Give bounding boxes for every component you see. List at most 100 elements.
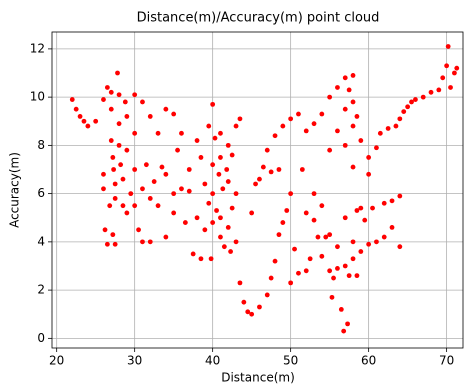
point xyxy=(454,65,460,71)
y-tick-label: 12 xyxy=(30,41,45,55)
point xyxy=(233,239,239,245)
point xyxy=(132,167,138,172)
point xyxy=(171,191,177,197)
point xyxy=(202,227,208,233)
point xyxy=(151,179,157,184)
point xyxy=(413,97,418,102)
point xyxy=(354,208,360,213)
point xyxy=(329,294,335,300)
point xyxy=(350,123,356,129)
point xyxy=(104,241,110,247)
point xyxy=(346,87,352,93)
point xyxy=(342,106,348,112)
point xyxy=(233,123,239,129)
point xyxy=(335,128,340,134)
point xyxy=(124,147,130,153)
point xyxy=(245,309,251,315)
point xyxy=(221,244,227,250)
point xyxy=(350,239,356,245)
point xyxy=(116,142,122,148)
point xyxy=(120,176,126,182)
point xyxy=(112,196,118,201)
point xyxy=(171,210,177,216)
point xyxy=(224,167,230,172)
x-tick-label: 70 xyxy=(439,354,454,368)
point xyxy=(112,181,118,187)
point xyxy=(335,244,340,250)
point xyxy=(268,169,274,175)
point xyxy=(214,208,219,213)
point xyxy=(280,123,286,129)
point xyxy=(303,210,309,216)
point xyxy=(206,123,212,129)
point xyxy=(115,70,120,76)
point xyxy=(225,142,231,148)
point xyxy=(445,44,451,49)
point xyxy=(229,205,235,211)
point xyxy=(350,256,356,262)
point xyxy=(218,234,223,240)
point xyxy=(249,210,255,216)
point xyxy=(140,99,145,105)
point xyxy=(202,181,208,187)
point xyxy=(338,307,344,312)
point xyxy=(124,210,130,216)
point xyxy=(140,186,145,192)
point xyxy=(346,273,352,279)
point xyxy=(311,121,317,127)
point xyxy=(448,85,453,90)
point xyxy=(264,292,270,298)
point xyxy=(190,251,196,257)
point xyxy=(225,179,231,184)
point xyxy=(229,152,235,158)
point xyxy=(147,196,153,201)
point xyxy=(147,239,153,245)
point xyxy=(101,171,106,177)
point xyxy=(210,162,216,168)
point xyxy=(366,171,372,177)
point xyxy=(171,111,177,117)
point xyxy=(362,217,368,223)
point xyxy=(444,63,450,69)
point xyxy=(358,205,364,211)
point xyxy=(268,275,274,281)
x-tick-label: 60 xyxy=(361,354,376,368)
point xyxy=(401,109,407,115)
point xyxy=(110,155,116,160)
x-tick-label: 30 xyxy=(127,354,142,368)
point xyxy=(276,167,282,172)
point xyxy=(350,99,356,105)
point xyxy=(132,203,138,209)
point xyxy=(225,224,231,230)
point xyxy=(299,167,305,172)
point xyxy=(335,265,340,271)
point xyxy=(136,227,141,233)
point xyxy=(405,104,411,110)
point xyxy=(342,142,348,148)
point xyxy=(108,89,114,95)
point xyxy=(420,94,426,100)
point xyxy=(110,232,116,238)
point xyxy=(323,234,329,240)
point xyxy=(253,181,258,187)
point xyxy=(159,164,165,170)
x-axis-label: Distance(m) xyxy=(221,371,295,385)
point xyxy=(120,203,126,209)
point xyxy=(218,155,223,160)
point xyxy=(393,123,399,129)
point xyxy=(206,200,212,206)
point xyxy=(101,97,106,102)
y-tick-label: 8 xyxy=(37,138,45,152)
point xyxy=(311,191,317,197)
point xyxy=(276,232,282,238)
point xyxy=(69,97,75,102)
point xyxy=(182,220,188,225)
point xyxy=(342,263,348,269)
point xyxy=(381,200,387,206)
point xyxy=(198,155,204,160)
point xyxy=(128,191,134,197)
point xyxy=(132,92,138,98)
point xyxy=(77,114,83,119)
point xyxy=(186,188,192,194)
